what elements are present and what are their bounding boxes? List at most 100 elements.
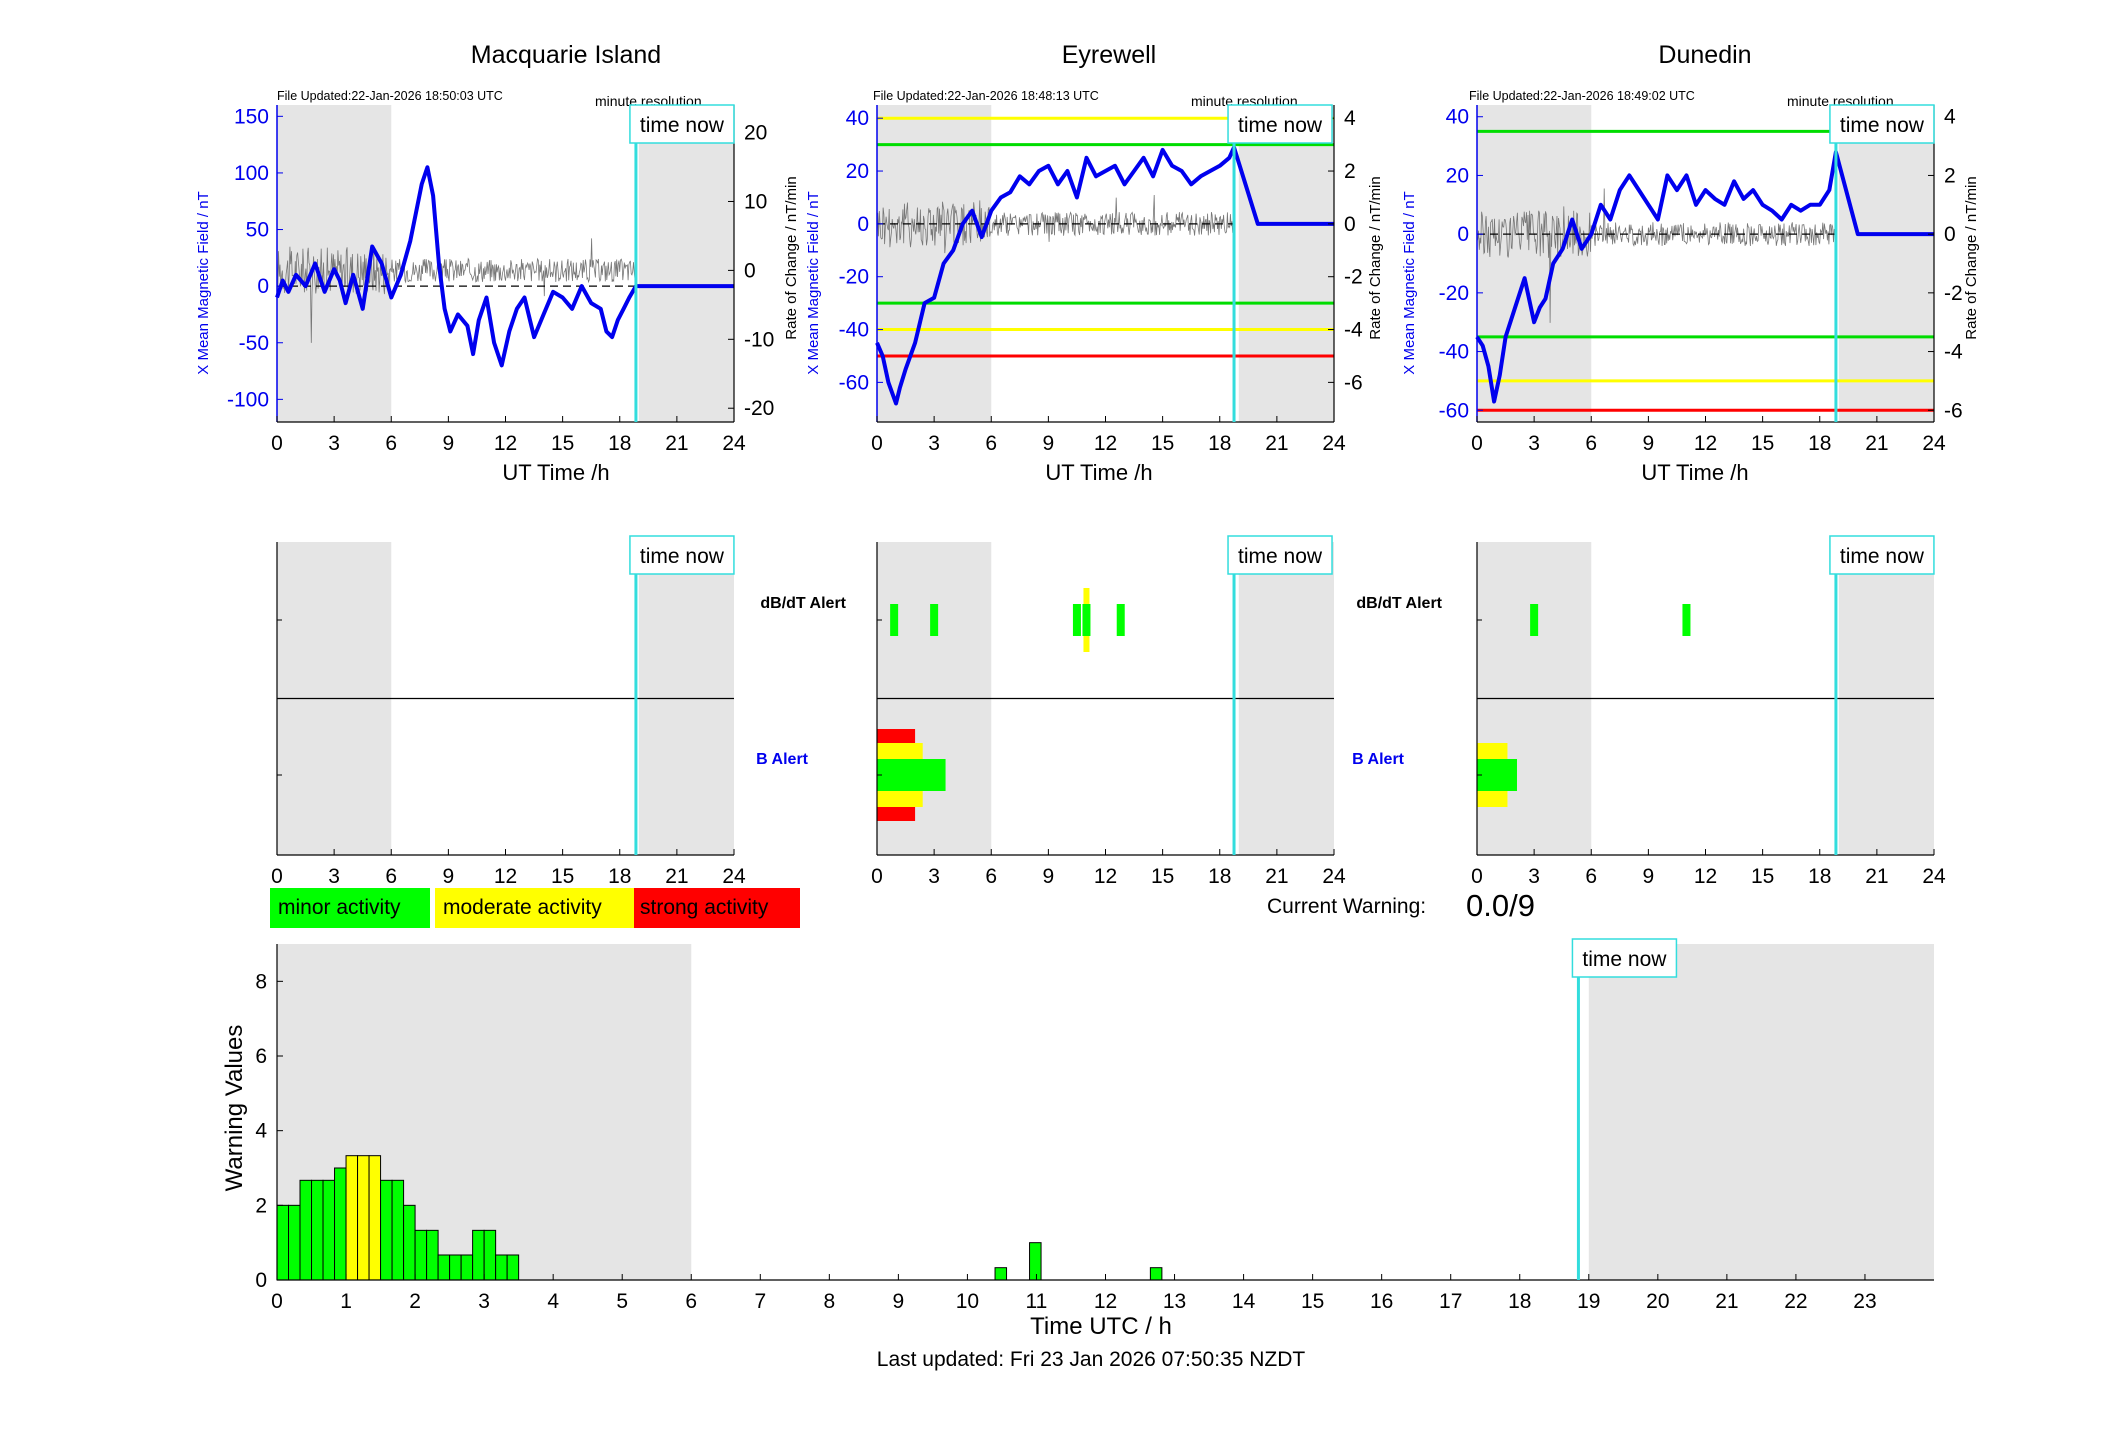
x-tick-label-macquarie: 3 — [328, 432, 340, 455]
warning-bar-7 — [357, 1155, 370, 1281]
time-now-box-macquarie — [629, 104, 735, 144]
y-tick-label-dunedin: 40 — [1446, 106, 1469, 129]
x-tick-label-dunedin: 18 — [1808, 432, 1831, 455]
y2-tick-label-macquarie: 20 — [744, 122, 767, 145]
warning-x-tick-label: 23 — [1853, 1290, 1876, 1313]
y2-tick-label-eyrewell: 4 — [1344, 107, 1356, 130]
dbdt-mark-dunedin-1 — [1682, 604, 1691, 636]
dbdt-alert-label-macquarie: dB/dT Alert — [760, 595, 846, 612]
warning-y-tick-label: 8 — [255, 970, 267, 993]
warning-y-tick-label: 2 — [255, 1194, 267, 1217]
xlabel-macquarie: UT Time /h — [502, 460, 609, 485]
warning-y-tick-label: 0 — [255, 1269, 267, 1292]
alert-x-tick-label-dunedin: 24 — [1922, 865, 1946, 888]
warning-xlabel: Time UTC / h — [1030, 1313, 1172, 1340]
warning-x-tick-label: 16 — [1370, 1290, 1393, 1313]
warning-shaded-region-1 — [1588, 944, 1934, 1280]
x-tick-label-eyrewell: 18 — [1208, 432, 1231, 455]
x-tick-label-eyrewell: 21 — [1265, 432, 1288, 455]
warning-bar-5 — [334, 1167, 347, 1281]
x-tick-label-eyrewell: 0 — [871, 432, 883, 455]
x-tick-label-macquarie: 15 — [551, 432, 574, 455]
time-now-label-eyrewell: time now — [1238, 114, 1323, 137]
y-tick-label-macquarie: 100 — [234, 162, 269, 185]
station-title-dunedin: Dunedin — [1658, 41, 1751, 69]
alert-x-tick-label-dunedin: 3 — [1528, 865, 1540, 888]
file-updated-macquarie: File Updated:22-Jan-2026 18:50:03 UTC — [277, 89, 503, 103]
y-tick-label-dunedin: -60 — [1439, 399, 1469, 422]
warning-bar-22 — [1029, 1242, 1042, 1281]
y2-tick-label-dunedin: -2 — [1944, 282, 1963, 305]
legend-swatch-moderate — [435, 888, 634, 928]
time-now-box-alert-dunedin — [1829, 535, 1935, 575]
x-tick-label-eyrewell: 15 — [1151, 432, 1174, 455]
x-tick-label-macquarie: 18 — [608, 432, 631, 455]
warning-x-tick-label: 10 — [956, 1290, 979, 1313]
shaded-region-eyrewell-0 — [877, 105, 992, 422]
alert-x-tick-label-eyrewell: 15 — [1151, 865, 1174, 888]
ylabel-right-macquarie: Rate of Change / nT/min — [783, 176, 800, 339]
warning-x-tick-label: 13 — [1163, 1290, 1186, 1313]
warning-x-tick-label: 1 — [340, 1290, 352, 1313]
time-now-box-dunedin — [1829, 104, 1935, 144]
y-tick-label-dunedin: -20 — [1439, 282, 1469, 305]
file-updated-dunedin: File Updated:22-Jan-2026 18:49:02 UTC — [1469, 89, 1695, 103]
warning-x-tick-label: 12 — [1094, 1290, 1117, 1313]
warning-bar-17 — [472, 1229, 485, 1281]
mean-field-series-macquarie-0 — [275, 165, 734, 368]
time-now-label-warning: time now — [1582, 948, 1667, 971]
last-updated-text: Last updated: Fri 23 Jan 2026 07:50:35 N… — [877, 1348, 1306, 1371]
x-tick-label-macquarie: 0 — [271, 432, 283, 455]
y-tick-label-eyrewell: -20 — [839, 266, 869, 289]
warning-bar-0 — [276, 1204, 290, 1281]
dbdt-alert-label-eyrewell: dB/dT Alert — [1356, 595, 1442, 612]
station-title-macquarie-island: Macquarie Island — [471, 41, 661, 69]
y2-tick-label-dunedin: 4 — [1944, 106, 1956, 129]
x-tick-label-dunedin: 24 — [1922, 432, 1946, 455]
shaded-region-macquarie-1 — [638, 105, 734, 422]
legend-swatch-minor — [270, 888, 430, 928]
warning-bar-15 — [449, 1254, 462, 1281]
shaded-region-dunedin-1 — [1838, 105, 1934, 422]
warning-bar-23 — [1149, 1267, 1163, 1281]
warning-x-tick-label: 3 — [478, 1290, 490, 1313]
time-now-box-alert-macquarie — [629, 535, 735, 575]
x-tick-label-dunedin: 9 — [1643, 432, 1655, 455]
y-tick-label-eyrewell: 0 — [857, 213, 869, 236]
y2-tick-label-macquarie: -20 — [744, 397, 774, 420]
x-tick-label-dunedin: 12 — [1694, 432, 1717, 455]
warning-bar-10 — [391, 1179, 405, 1281]
alert-x-tick-label-dunedin: 9 — [1643, 865, 1655, 888]
warning-bar-21 — [994, 1267, 1008, 1281]
time-now-label-macquarie: time now — [640, 114, 725, 137]
warning-ylabel: Warning Values — [221, 1025, 248, 1192]
ylabel-left-macquarie: X Mean Magnetic Field / nT — [195, 191, 212, 374]
mean-field-series-dunedin-0 — [1475, 150, 1934, 404]
x-tick-label-dunedin: 21 — [1865, 432, 1888, 455]
dbdt-mark-eyrewell-4 — [1116, 604, 1125, 636]
alert-x-tick-label-dunedin: 12 — [1694, 865, 1717, 888]
mean-field-series-eyrewell-0 — [875, 145, 1334, 406]
warning-bar-13 — [426, 1229, 439, 1281]
b-alert-level-eyrewell-2 — [877, 759, 946, 791]
warning-bar-18 — [483, 1229, 497, 1281]
current-warning-value: 0.0/9 — [1466, 888, 1535, 923]
warning-x-tick-label: 9 — [893, 1290, 905, 1313]
alert-x-tick-label-eyrewell: 9 — [1043, 865, 1055, 888]
warning-x-tick-label: 15 — [1301, 1290, 1324, 1313]
y2-tick-label-dunedin: 2 — [1944, 164, 1956, 187]
x-tick-label-macquarie: 12 — [494, 432, 517, 455]
current-warning-label: Current Warning: — [1267, 895, 1426, 918]
warning-x-tick-label: 4 — [547, 1290, 559, 1313]
dbdt-mark-eyrewell-2 — [1072, 604, 1081, 636]
x-tick-label-eyrewell: 6 — [985, 432, 997, 455]
alert-x-tick-label-dunedin: 15 — [1751, 865, 1774, 888]
warning-x-tick-label: 20 — [1646, 1290, 1669, 1313]
warning-x-tick-label: 17 — [1439, 1290, 1462, 1313]
y-tick-label-macquarie: 0 — [257, 275, 269, 298]
y-tick-label-macquarie: -50 — [239, 332, 269, 355]
warning-bar-2 — [299, 1179, 313, 1281]
warning-bar-16 — [460, 1254, 474, 1281]
